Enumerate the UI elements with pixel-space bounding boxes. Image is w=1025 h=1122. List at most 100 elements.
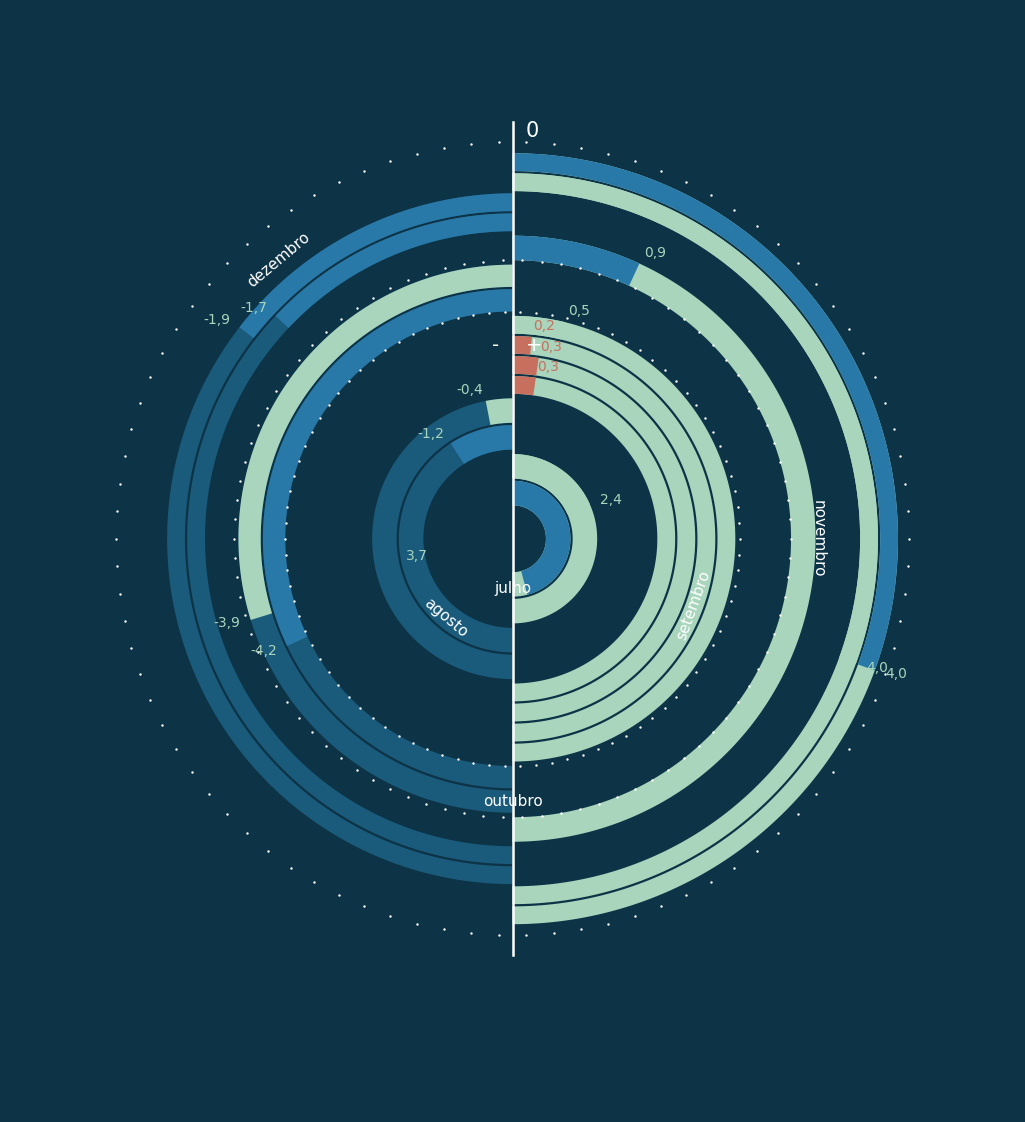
Point (382, 279, 399, 297)
Point (226, 530, 242, 548)
Text: 0,2: 0,2 (533, 319, 555, 333)
Point (381, 153, 398, 171)
Text: setembro: setembro (674, 568, 713, 642)
Point (291, 351, 308, 369)
Polygon shape (263, 289, 512, 789)
Point (726, 858, 742, 876)
Point (697, 410, 713, 427)
Point (867, 368, 884, 386)
Point (731, 545, 747, 563)
Point (544, 754, 561, 772)
Point (330, 173, 346, 191)
Point (656, 361, 672, 379)
Point (291, 607, 308, 625)
Point (219, 255, 236, 273)
Point (303, 636, 320, 654)
Point (116, 448, 132, 466)
Text: 3,7: 3,7 (406, 550, 427, 563)
Point (545, 925, 562, 942)
Point (626, 780, 643, 798)
Point (419, 319, 436, 337)
Point (418, 794, 435, 812)
Point (897, 585, 913, 603)
Point (108, 530, 124, 548)
Point (456, 804, 473, 822)
Point (154, 343, 170, 361)
Point (321, 663, 337, 681)
Point (449, 310, 465, 328)
Point (258, 661, 275, 679)
Point (131, 394, 148, 412)
Point (391, 727, 407, 745)
Point (109, 502, 125, 519)
Point (877, 394, 894, 412)
Point (330, 886, 346, 904)
Point (723, 467, 739, 485)
Point (258, 399, 275, 417)
Point (552, 256, 569, 274)
Point (269, 678, 285, 696)
Text: 0,9: 0,9 (644, 247, 666, 260)
Point (718, 452, 734, 470)
Text: -1,2: -1,2 (417, 427, 445, 441)
Point (705, 423, 722, 441)
Text: +: + (526, 335, 542, 355)
Text: outubro: outubro (483, 794, 542, 809)
Point (782, 549, 798, 567)
Point (282, 577, 298, 595)
Point (476, 807, 492, 825)
Point (552, 804, 569, 822)
Polygon shape (512, 316, 735, 762)
Point (688, 396, 704, 414)
Point (668, 688, 685, 706)
Point (772, 453, 788, 471)
Point (333, 749, 350, 767)
Text: -: - (492, 335, 499, 355)
Point (748, 843, 765, 861)
Polygon shape (512, 173, 878, 664)
Polygon shape (512, 481, 571, 595)
Text: 6: 6 (530, 598, 539, 613)
Point (260, 843, 277, 861)
Point (519, 926, 535, 944)
Point (283, 858, 299, 876)
Polygon shape (512, 316, 566, 340)
Point (886, 640, 902, 657)
Point (688, 663, 704, 681)
Point (840, 320, 857, 338)
Point (481, 304, 497, 322)
Point (168, 739, 184, 757)
Polygon shape (512, 376, 536, 395)
Point (679, 886, 695, 904)
Point (131, 665, 148, 683)
Point (356, 898, 372, 916)
Point (405, 734, 421, 752)
Polygon shape (399, 425, 512, 652)
Point (748, 218, 765, 236)
Point (418, 265, 435, 283)
Point (604, 325, 620, 343)
Point (702, 186, 719, 204)
Point (116, 613, 132, 631)
Point (112, 475, 128, 493)
Point (544, 306, 561, 324)
Point (675, 311, 692, 329)
Point (766, 434, 782, 452)
Point (278, 514, 294, 532)
Point (893, 613, 909, 631)
Polygon shape (512, 154, 898, 925)
Point (283, 201, 299, 219)
Point (575, 313, 591, 331)
Point (201, 275, 217, 293)
Point (237, 607, 253, 625)
Point (758, 643, 775, 661)
Point (340, 688, 357, 706)
Point (277, 530, 293, 548)
Point (400, 788, 416, 806)
Point (627, 153, 644, 171)
Point (601, 145, 617, 163)
Point (644, 288, 660, 306)
Point (229, 569, 245, 587)
Text: -0,4: -0,4 (457, 383, 484, 397)
Point (679, 173, 695, 191)
